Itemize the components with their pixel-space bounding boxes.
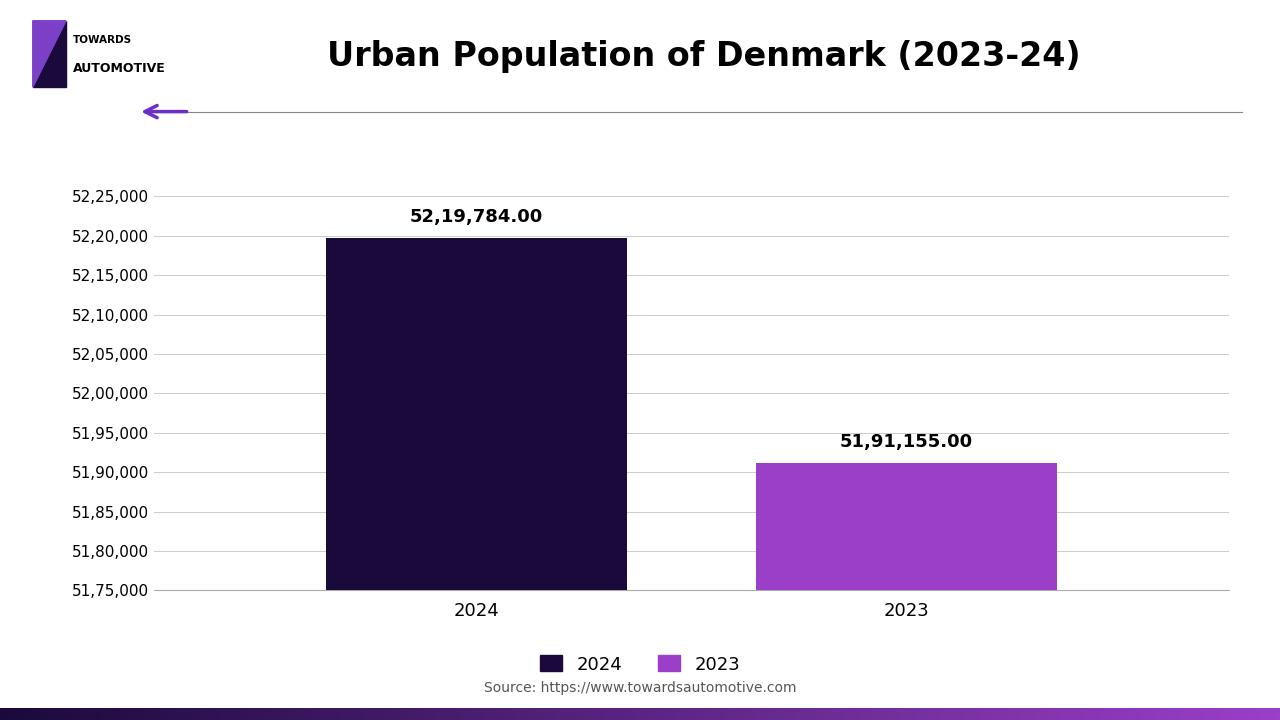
Text: Urban Population of Denmark (2023-24): Urban Population of Denmark (2023-24)	[328, 40, 1080, 73]
Text: 51,91,155.00: 51,91,155.00	[840, 433, 973, 451]
Bar	[325, 238, 627, 720]
Text: Source: https://www.towardsautomotive.com: Source: https://www.towardsautomotive.co…	[484, 681, 796, 695]
Polygon shape	[33, 21, 67, 87]
Text: AUTOMOTIVE: AUTOMOTIVE	[73, 62, 165, 75]
Polygon shape	[33, 21, 67, 87]
Text: 52,19,784.00: 52,19,784.00	[410, 207, 543, 225]
Text: TOWARDS: TOWARDS	[73, 35, 132, 45]
Legend: 2024, 2023: 2024, 2023	[531, 647, 749, 683]
Bar	[755, 463, 1057, 720]
